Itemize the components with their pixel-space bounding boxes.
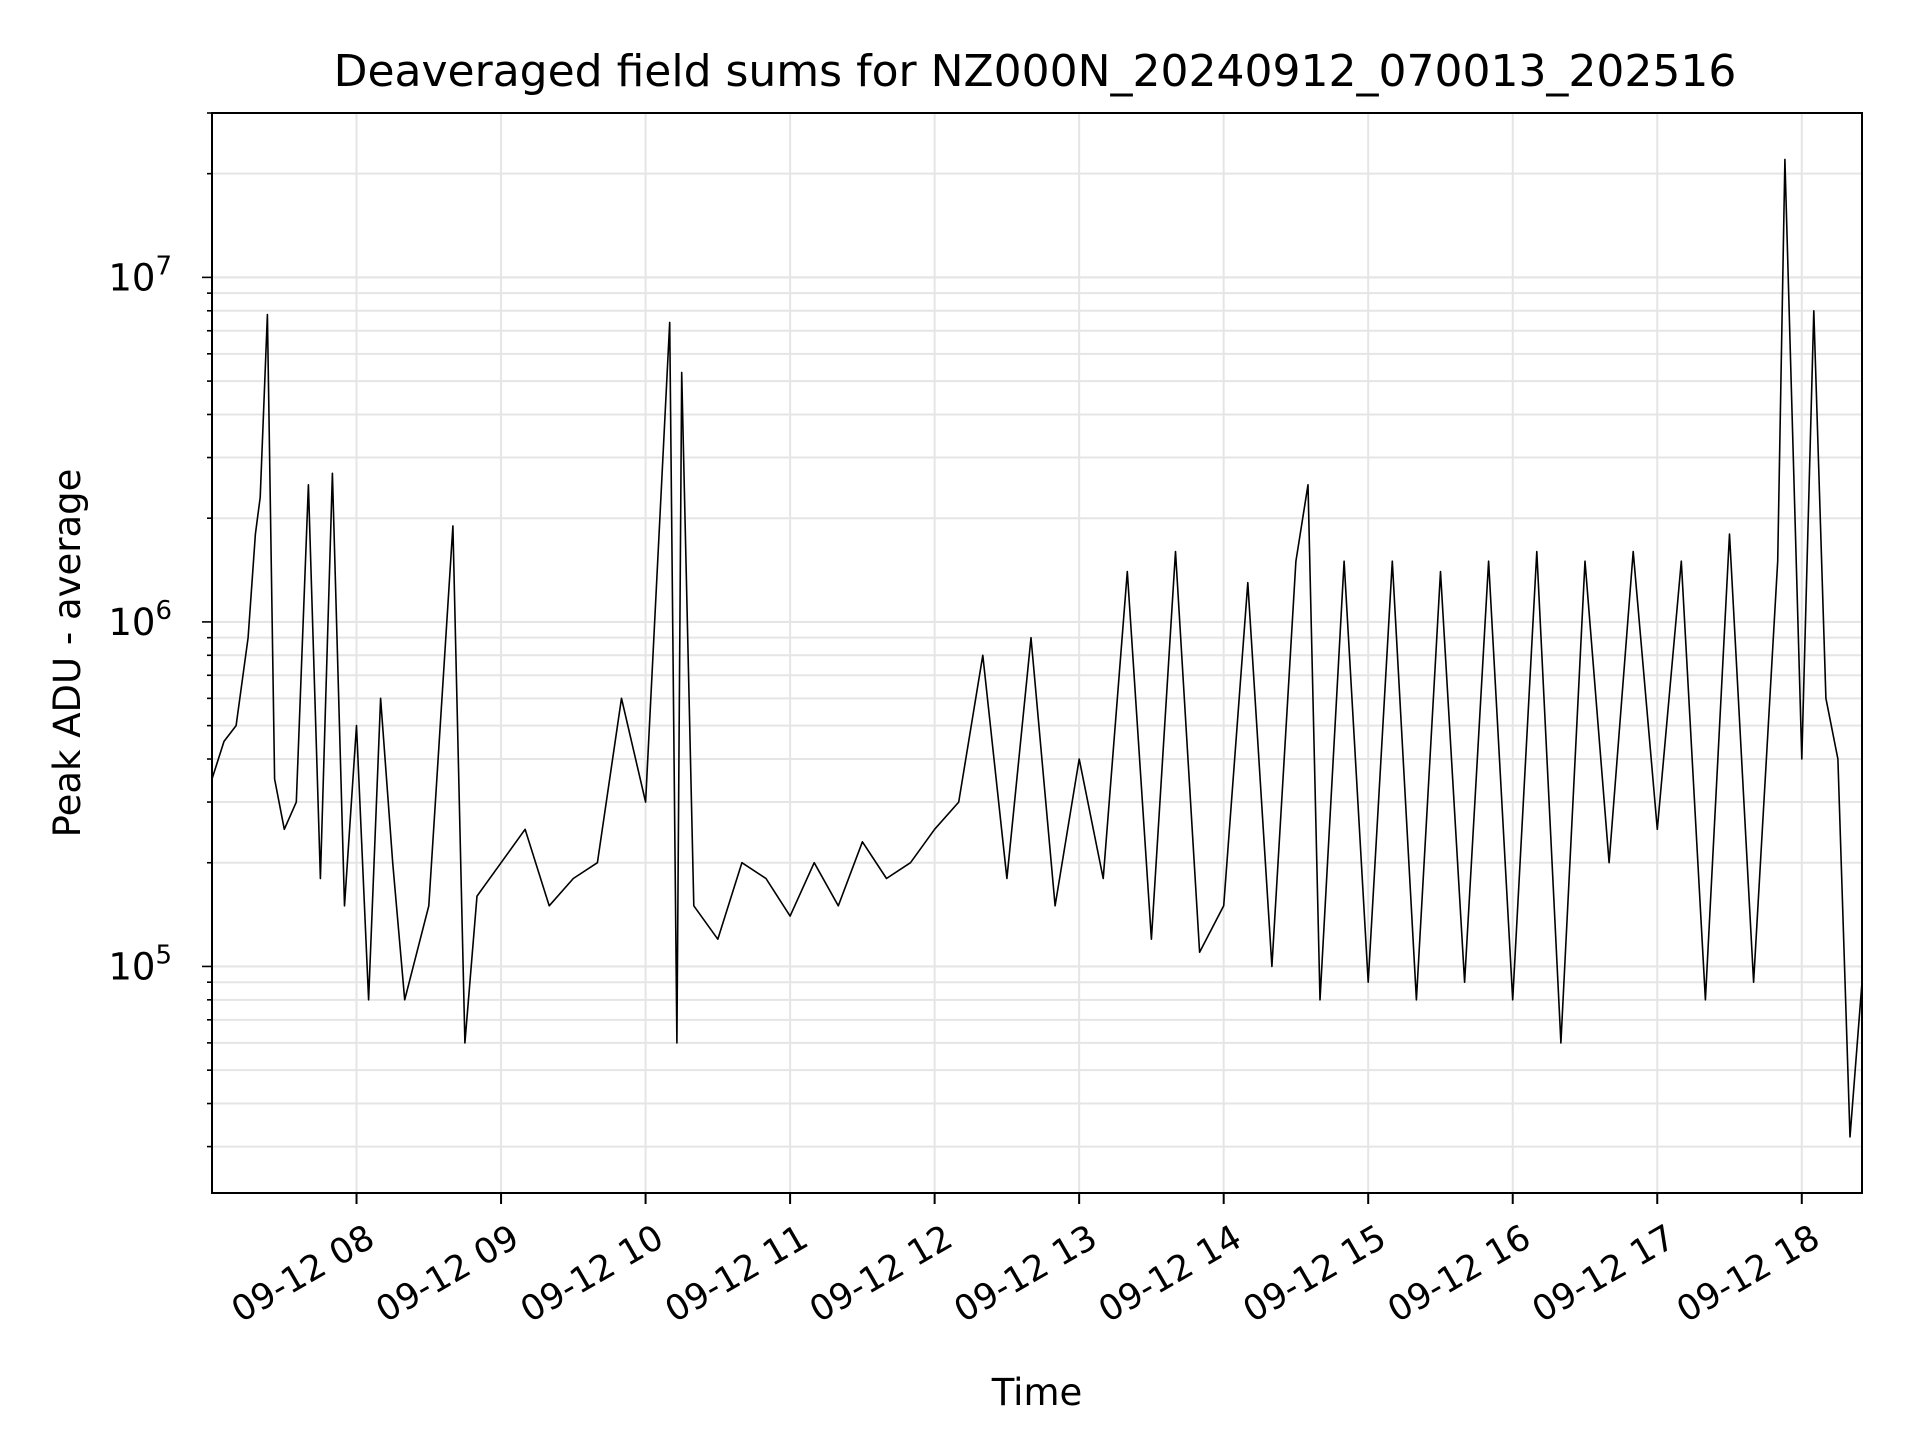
- y-tick-label: 106: [108, 596, 172, 644]
- y-axis-label: Peak ADU - average: [46, 469, 89, 838]
- y-axis: 105 106 107: [108, 112, 212, 1148]
- x-axis-label: Time: [991, 1371, 1083, 1414]
- plot-area: [211, 158, 1863, 1138]
- y-tick-label: 107: [108, 251, 172, 299]
- series-line: [211, 158, 1863, 1138]
- chart-title: Deaveraged field sums for NZ000N_2024091…: [334, 46, 1737, 97]
- axes-frame: [211, 112, 1863, 1194]
- y-tick-label: 105: [108, 940, 172, 988]
